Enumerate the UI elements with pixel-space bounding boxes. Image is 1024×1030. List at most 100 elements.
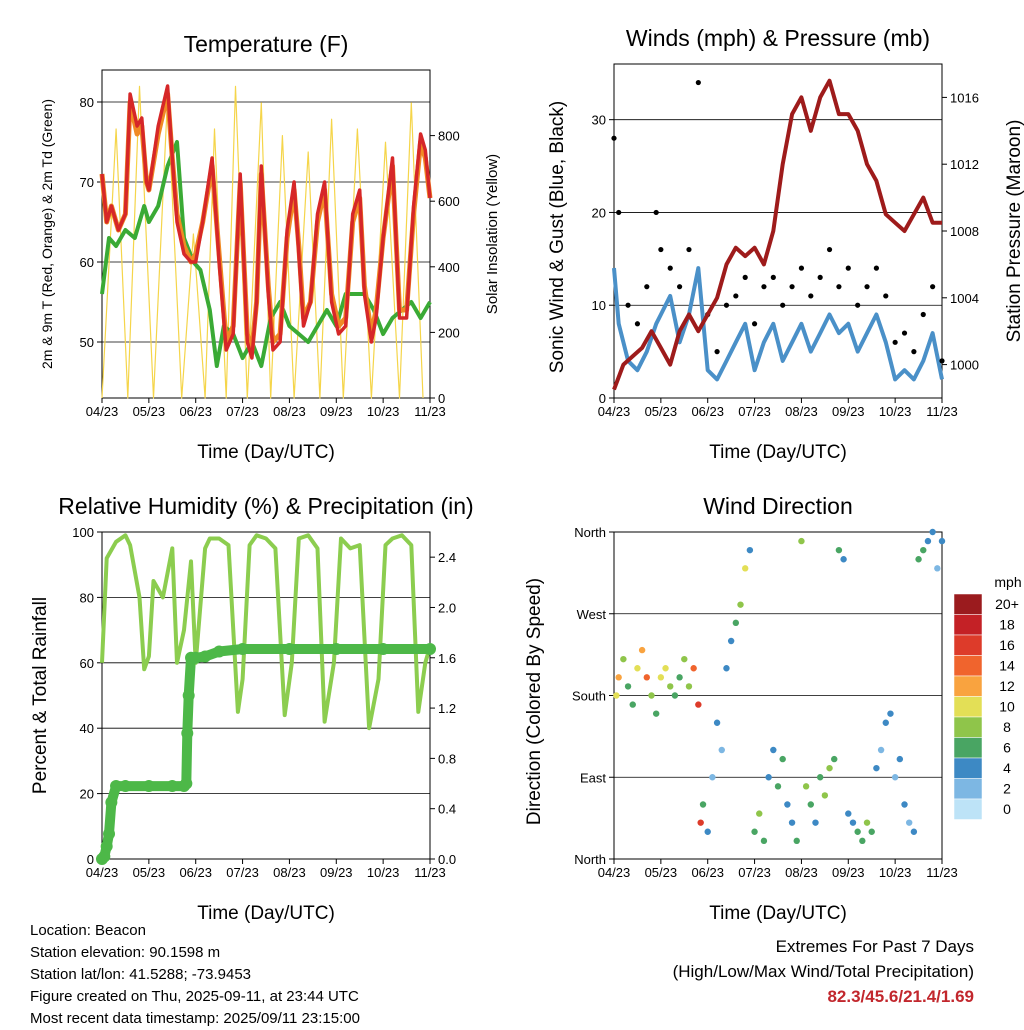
dir-xtick-label: 08/23	[785, 865, 818, 880]
direction-point	[652, 710, 660, 717]
legend-label: 14	[999, 658, 1015, 674]
direction-point	[723, 665, 730, 672]
direction-point	[774, 783, 782, 790]
wind-y2tick-label: 1000	[950, 358, 979, 373]
gust-point	[658, 246, 664, 253]
legend-swatch	[953, 593, 983, 615]
direction-point	[685, 683, 693, 690]
direction-point	[816, 774, 824, 781]
temp-ylabel-right: Solar Insolation (Yellow)	[484, 154, 501, 314]
latlon-text: Station lat/lon: 41.5288; -73.9453	[30, 966, 252, 983]
precip-series-line	[98, 644, 430, 863]
station-info: Location: Beacon Station elevation: 90.1…	[30, 920, 360, 1030]
wind-ytick-label: 10	[592, 298, 606, 313]
gust-point	[939, 358, 945, 364]
gust-point	[789, 284, 795, 290]
gust-point	[770, 274, 776, 280]
wind-xtick-label: 04/23	[598, 404, 631, 419]
extremes-values: 82.3/45.6/21.4/1.69	[827, 987, 974, 1006]
dir-ytick-label: East	[580, 770, 606, 785]
temp-y2tick-label: 800	[438, 129, 460, 144]
direction-point	[788, 819, 796, 826]
direction-point	[784, 801, 791, 808]
temp-ylabel-left: 2m & 9m T (Red, Orange) & 2m Td (Green)	[39, 99, 55, 369]
direction-point	[924, 537, 932, 545]
dir-xtick-label: 07/23	[738, 865, 771, 880]
direction-point	[826, 764, 833, 772]
precip-point	[110, 780, 123, 793]
legend-swatch	[953, 737, 983, 759]
dir-ytick-label: South	[572, 689, 606, 704]
winds-panel: 0 10 20 30 1000 1004 1008 1012 1016 04/23 05/23 06/…	[547, 25, 1024, 463]
location-text: Location: Beacon	[30, 922, 146, 939]
temp-xtick-label: 04/23	[86, 404, 119, 419]
temp-xlabel: Time (Day/UTC)	[197, 442, 335, 463]
precip-point	[166, 780, 179, 793]
temp-title: Temperature (F)	[184, 31, 349, 57]
gust-point	[751, 321, 758, 327]
direction-point	[821, 792, 829, 799]
gust-point	[845, 265, 851, 271]
precip-point	[189, 651, 202, 664]
gust-point	[836, 284, 842, 290]
direction-point	[615, 674, 622, 681]
dir-ylabel-left: Direction (Colored By Speed)	[524, 578, 545, 825]
dir-xtick-label: 04/23	[598, 865, 631, 880]
extremes-title: Extremes For Past 7 Days	[775, 937, 974, 956]
direction-point	[662, 665, 669, 672]
t2m-series-line	[100, 84, 432, 360]
rh-xtick-label: 05/23	[133, 865, 166, 880]
direction-point	[746, 546, 754, 554]
dir-xtick-label: 09/23	[832, 865, 865, 880]
direction-point	[756, 810, 763, 817]
pressure-series-line	[612, 78, 942, 391]
direction-point	[802, 783, 810, 790]
extremes-subtitle: (High/Low/Max Wind/Total Precipitation)	[672, 962, 974, 981]
direction-point	[896, 755, 904, 763]
gust-point	[611, 135, 617, 141]
legend-label: 6	[1003, 740, 1011, 756]
rh-xtick-label: 07/23	[226, 865, 259, 880]
wind-y2tick-label: 1008	[950, 224, 979, 239]
wind-xtick-label: 09/23	[832, 404, 865, 419]
precip-point	[377, 642, 390, 655]
direction-point	[648, 692, 655, 699]
gust-point	[653, 209, 659, 216]
direction-point	[620, 655, 627, 663]
direction-point	[840, 556, 847, 563]
wind-ytick-label: 20	[592, 205, 606, 220]
temp-y2tick-label: 0	[438, 391, 445, 406]
dir-xlabel: Time (Day/UTC)	[709, 903, 847, 924]
gust-point	[808, 293, 814, 299]
temp-xtick-label: 11/23	[414, 404, 446, 419]
direction-point	[697, 819, 704, 826]
wind-ytick-label: 30	[592, 113, 606, 128]
wind-ytick-label: 0	[599, 391, 606, 406]
rh-xtick-label: 04/23	[86, 865, 119, 880]
extremes-box: Extremes For Past 7 Days (High/Low/Max W…	[673, 934, 974, 1009]
direction-point	[681, 655, 688, 663]
rh-y2tick-label: 0.0	[438, 852, 456, 867]
direction-point	[732, 619, 740, 627]
direction-point	[713, 719, 721, 726]
direction-point	[915, 556, 922, 563]
legend-label: 8	[1003, 719, 1011, 735]
direction-point	[638, 646, 646, 654]
wind-xlabel: Time (Day/UTC)	[709, 442, 847, 463]
precip-point	[182, 689, 195, 702]
temperature-panel-frame	[101, 69, 431, 399]
temp-y2tick-label: 600	[438, 194, 460, 209]
direction-point	[779, 755, 786, 763]
rh-ytick-label: 0	[87, 852, 94, 867]
gust-point	[798, 265, 805, 271]
gust-point	[616, 209, 622, 216]
dir-ytick-label: West	[577, 607, 607, 622]
legend-swatch	[953, 675, 983, 697]
rh-ytick-label: 100	[72, 525, 94, 540]
legend-label: 0	[1003, 801, 1011, 817]
precip-point	[180, 777, 193, 790]
gust-point	[742, 274, 748, 280]
direction-point	[929, 528, 936, 536]
